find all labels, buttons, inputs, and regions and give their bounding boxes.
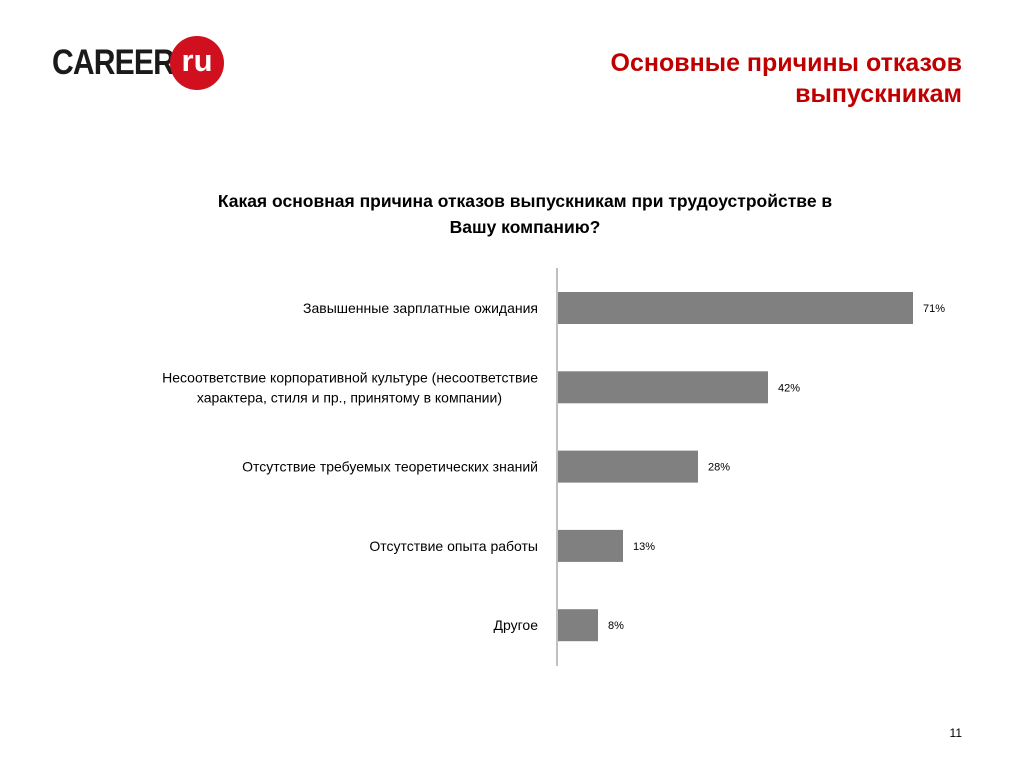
chart-title-line-1: Какая основная причина отказов выпускник… bbox=[217, 191, 833, 211]
chart-title-line-2: Вашу компанию? bbox=[449, 217, 601, 237]
slide-title-line-2: выпускникам bbox=[795, 80, 962, 108]
slide-title-line-1: Основные причины отказов bbox=[610, 49, 962, 77]
bar bbox=[558, 371, 768, 404]
category-label: Отсутствие требуемых теоретических знани… bbox=[242, 459, 538, 475]
bar bbox=[558, 609, 598, 642]
category-label-line: характера, стиля и пр., принятому в комп… bbox=[197, 389, 502, 405]
data-label: 8% bbox=[608, 620, 624, 632]
bar bbox=[558, 450, 698, 483]
category-label: Отсутствие опыта работы bbox=[369, 538, 538, 554]
category-label: Несоответствие корпоративной культуре (н… bbox=[162, 369, 538, 405]
category-label: Другое bbox=[494, 617, 539, 633]
bar bbox=[558, 292, 913, 324]
data-label: 42% bbox=[778, 382, 800, 394]
chart-title: Какая основная причина отказов выпускник… bbox=[150, 188, 900, 240]
data-label: 28% bbox=[708, 462, 730, 474]
data-label: 71% bbox=[923, 303, 945, 315]
logo-ru-badge: ru bbox=[170, 36, 224, 90]
logo-wordmark: CAREER bbox=[52, 43, 175, 82]
page-number: 11 bbox=[949, 726, 962, 740]
category-label-line: Несоответствие корпоративной культуре (н… bbox=[162, 369, 538, 385]
category-label: Завышенные зарплатные ожидания bbox=[303, 300, 538, 316]
bar bbox=[558, 529, 623, 562]
data-label: 13% bbox=[633, 541, 655, 553]
slide-title: Основные причины отказов выпускникам bbox=[442, 48, 962, 110]
